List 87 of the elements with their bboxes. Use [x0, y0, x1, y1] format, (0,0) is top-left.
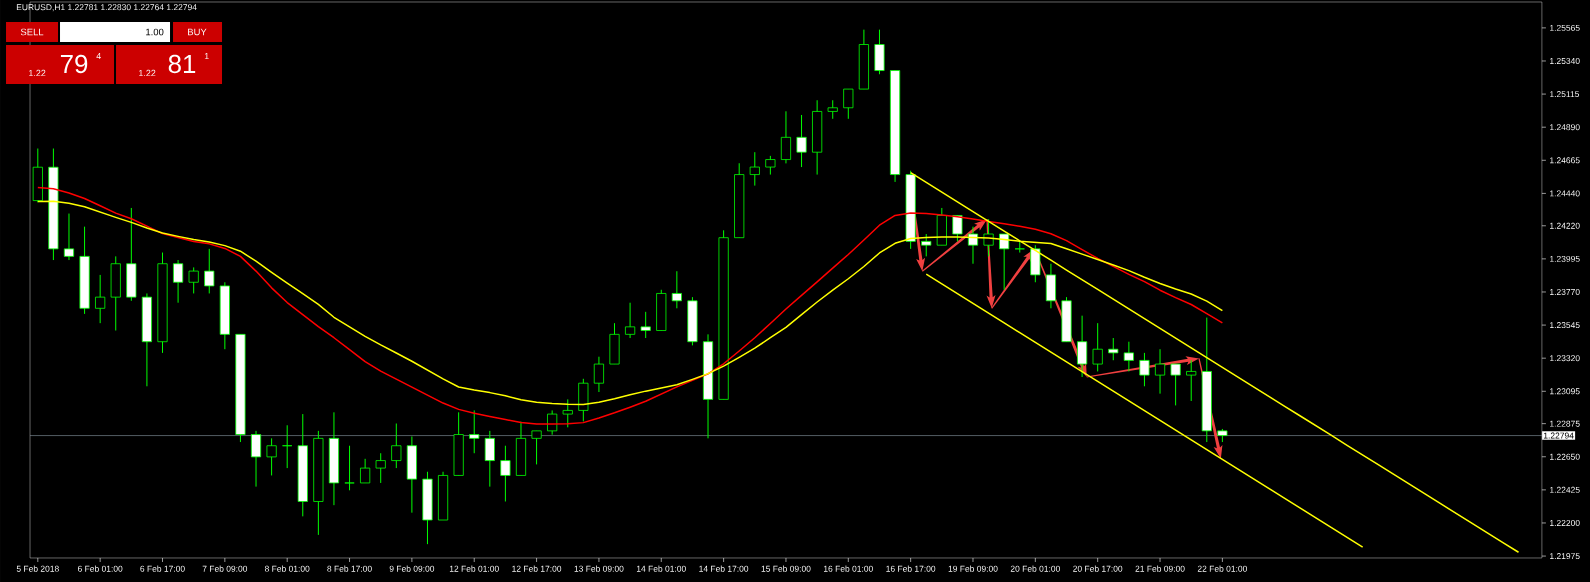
y-tick-label: 1.24440 [1550, 190, 1580, 197]
y-tick-label: 1.23545 [1550, 322, 1580, 329]
x-tick-label: 12 Feb 17:00 [512, 565, 562, 572]
ref-line-label: 1.22794 [1543, 432, 1574, 439]
candlestick [796, 114, 807, 168]
candlestick [266, 437, 277, 476]
x-tick-label: 19 Feb 09:00 [948, 565, 998, 572]
annotation: 1 [204, 52, 209, 60]
candlestick [1077, 315, 1088, 378]
candlestick [173, 259, 184, 304]
x-tick-label: 8 Feb 17:00 [327, 565, 372, 572]
candlestick [63, 213, 75, 261]
x-tick-label: 5 Feb 2018 [16, 565, 59, 572]
candlestick [562, 398, 573, 428]
y-tick-label: 1.25565 [1550, 24, 1580, 31]
y-tick-label: 1.25115 [1550, 91, 1580, 98]
candlestick [500, 445, 511, 502]
chart-title: EURUSD,H1 1.22781 1.22830 1.22764 1.22794 [16, 4, 197, 12]
y-tick-label: 1.22425 [1550, 486, 1580, 493]
y-tick-label: 1.23320 [1550, 355, 1580, 362]
x-tick-label: 16 Feb 17:00 [886, 565, 936, 572]
annotation: 81 [168, 54, 196, 74]
candlestick [375, 452, 386, 484]
candlestick [827, 99, 838, 120]
candlestick [999, 233, 1010, 291]
candlestick [671, 270, 682, 309]
candlestick [469, 409, 480, 454]
candlestick [484, 430, 495, 488]
annotation: 79 [60, 54, 88, 74]
x-tick-label: 12 Feb 01:00 [449, 565, 499, 572]
x-tick-label: 20 Feb 17:00 [1073, 565, 1123, 572]
annotation: 1.22 [139, 69, 156, 77]
candlestick [749, 151, 760, 187]
y-tick-label: 1.24665 [1550, 157, 1580, 164]
candlestick [391, 423, 402, 469]
x-tick-label: 20 Feb 01:00 [1010, 565, 1060, 572]
candlestick [1186, 359, 1197, 402]
candlestick [921, 233, 932, 257]
candlestick [250, 430, 262, 488]
x-tick-label: 6 Feb 01:00 [77, 565, 123, 572]
candlestick [952, 214, 963, 242]
candlestick [1092, 322, 1103, 372]
x-tick-label: 14 Feb 17:00 [699, 565, 749, 572]
candlestick [1139, 352, 1150, 387]
x-tick-label: 14 Feb 01:00 [636, 565, 686, 572]
x-tick-label: 6 Feb 17:00 [140, 565, 185, 572]
y-tick-label: 1.22650 [1550, 453, 1580, 460]
candlestick [188, 266, 199, 294]
x-tick-label: 9 Feb 09:00 [389, 565, 435, 572]
x-tick-label: 22 Feb 01:00 [1197, 565, 1247, 572]
x-tick-label: 15 Feb 09:00 [761, 565, 811, 572]
y-tick-label: 1.24890 [1550, 124, 1580, 131]
x-tick-label: 16 Feb 01:00 [823, 565, 873, 572]
x-tick-label: 7 Feb 09:00 [202, 565, 248, 572]
candlestick [360, 458, 371, 484]
x-tick-label: 13 Feb 09:00 [574, 565, 624, 572]
y-tick-label: 1.22875 [1550, 420, 1580, 427]
candlestick [1108, 337, 1119, 361]
annotation: 1.00 [146, 28, 164, 36]
candlestick [95, 274, 106, 324]
annotation: 1.22 [29, 69, 46, 77]
annotation: BUY [188, 28, 207, 36]
candlestick [1123, 341, 1134, 372]
y-tick-label: 1.22200 [1550, 519, 1580, 526]
candlestick [780, 110, 792, 164]
candlestick [344, 445, 355, 491]
y-tick-label: 1.23995 [1550, 255, 1580, 262]
candlestick [967, 226, 979, 265]
y-tick-label: 1.23095 [1550, 388, 1580, 395]
candlestick [593, 356, 604, 393]
candlestick [282, 424, 293, 469]
candlestick [843, 88, 854, 120]
y-tick-label: 1.24220 [1550, 222, 1580, 229]
y-tick-label: 1.23770 [1550, 288, 1580, 295]
y-tick-label: 1.25340 [1550, 57, 1580, 64]
candlestick [625, 302, 636, 339]
annotation: 4 [96, 52, 101, 60]
candlestick [640, 311, 651, 339]
candlestick [204, 248, 215, 294]
candlestick [1170, 363, 1181, 406]
annotation: SELL [20, 28, 44, 36]
x-tick-label: 8 Feb 01:00 [264, 565, 310, 572]
candlestick [765, 155, 776, 176]
y-tick-label: 1.21975 [1550, 553, 1580, 560]
candlestick [1154, 348, 1166, 395]
candlestick [531, 430, 542, 465]
x-tick-label: 21 Feb 09:00 [1135, 565, 1185, 572]
